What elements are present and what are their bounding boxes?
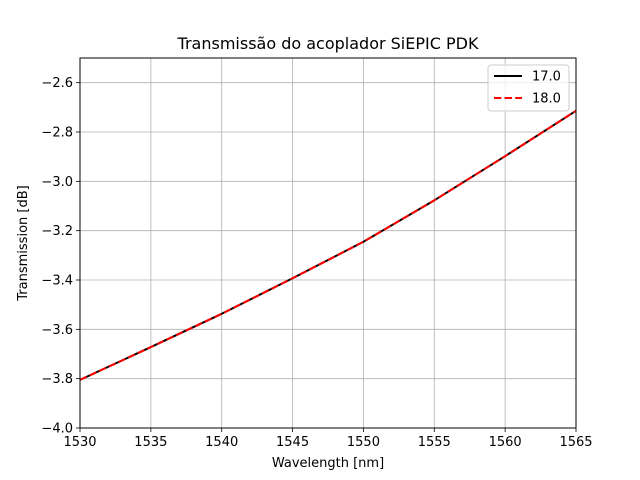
chart-title: Transmissão do acoplador SiEPIC PDK bbox=[177, 34, 479, 53]
y-axis: −4.0 −3.8 −3.6 −3.4 −3.2 −3.0 −2.8 −2.6 bbox=[41, 76, 80, 437]
y-tick-label: −4.0 bbox=[41, 422, 73, 437]
plot-frame bbox=[79, 57, 577, 429]
x-tick-label: 1560 bbox=[489, 435, 522, 450]
y-tick-label: −2.8 bbox=[41, 126, 73, 141]
legend-label-1: 18.0 bbox=[532, 92, 561, 107]
y-tick-label: −3.6 bbox=[41, 323, 73, 338]
y-tick-label: −3.8 bbox=[41, 372, 73, 387]
legend: 17.0 18.0 bbox=[487, 64, 570, 112]
x-axis: 1530 1535 1540 1545 1550 1555 1560 1565 bbox=[63, 428, 593, 450]
x-tick-label: 1555 bbox=[418, 435, 451, 450]
y-tick-label: −2.6 bbox=[41, 76, 73, 91]
y-axis-label: Transmission [dB] bbox=[16, 185, 31, 301]
series-line-0 bbox=[79, 109, 577, 381]
grid bbox=[79, 58, 577, 429]
x-tick-label: 1545 bbox=[276, 435, 309, 450]
y-tick-label: −3.2 bbox=[41, 224, 73, 239]
x-tick-label: 1540 bbox=[205, 435, 238, 450]
x-tick-label: 1530 bbox=[63, 435, 96, 450]
series-line-1 bbox=[79, 109, 577, 381]
legend-label-0: 17.0 bbox=[532, 70, 561, 85]
x-tick-label: 1535 bbox=[134, 435, 167, 450]
x-tick-label: 1565 bbox=[559, 435, 592, 450]
x-tick-label: 1550 bbox=[347, 435, 380, 450]
x-axis-label: Wavelength [nm] bbox=[272, 456, 384, 471]
plot-lines bbox=[79, 109, 577, 381]
y-tick-label: −3.0 bbox=[41, 175, 73, 190]
y-tick-label: −3.4 bbox=[41, 274, 73, 289]
